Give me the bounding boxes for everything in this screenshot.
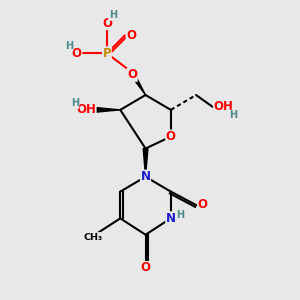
Text: O: O <box>140 262 151 275</box>
Text: P: P <box>103 47 111 60</box>
Text: O: O <box>198 199 208 212</box>
Text: N: N <box>140 170 151 183</box>
Polygon shape <box>95 107 120 112</box>
Text: H: H <box>229 110 237 120</box>
Text: O: O <box>127 68 137 81</box>
Text: O: O <box>72 47 82 60</box>
Text: N: N <box>166 212 176 225</box>
Text: O: O <box>166 130 176 143</box>
Text: O: O <box>102 16 112 30</box>
Polygon shape <box>143 148 148 177</box>
Text: H: H <box>176 210 184 220</box>
Text: H: H <box>71 98 79 108</box>
Text: H: H <box>109 11 117 20</box>
Text: CH₃: CH₃ <box>83 232 102 242</box>
Text: O: O <box>126 29 136 42</box>
Text: H: H <box>65 41 73 51</box>
Text: OH: OH <box>76 103 96 116</box>
Text: OH: OH <box>214 100 233 113</box>
Polygon shape <box>129 70 146 95</box>
